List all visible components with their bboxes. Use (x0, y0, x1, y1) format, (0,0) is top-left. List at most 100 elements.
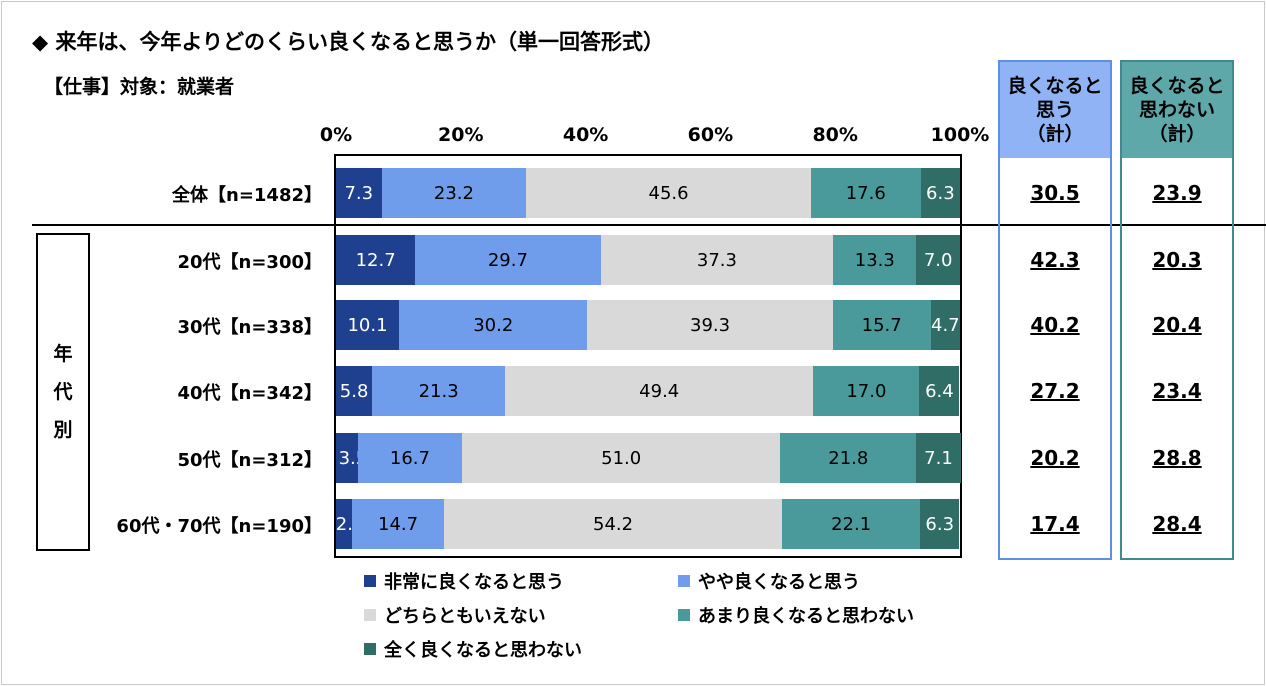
bar-segment: 49.4 (505, 366, 814, 416)
bar-segment: 54.2 (443, 499, 783, 549)
legend-swatch (364, 643, 376, 655)
category-label: 30代【n=338】 (177, 317, 322, 338)
data-label: 7.3 (344, 182, 374, 204)
bar-segment: 17.0 (813, 366, 920, 416)
legend-label: どちらともいえない (384, 606, 546, 627)
data-label: 21.8 (828, 447, 869, 469)
summary-header-line: 良くなると (1129, 75, 1225, 97)
summary-value-bad: 23.9 (1152, 181, 1202, 205)
data-label: 13.3 (854, 249, 895, 271)
bar-segment: 4.7 (930, 300, 960, 350)
data-label: 6.4 (925, 380, 954, 402)
summary-value-bad: 20.4 (1152, 313, 1202, 337)
data-label: 51.0 (601, 447, 642, 469)
data-label: 6.3 (925, 513, 955, 535)
data-label: 7.0 (923, 249, 953, 271)
bar-segment: 14.7 (352, 499, 444, 549)
summary-header-bad: 良くなると 思わない （計） (1122, 62, 1232, 158)
summary-header-line: （計） (1148, 123, 1206, 145)
summary-header-line: 思う (1035, 99, 1074, 121)
data-label: 29.7 (487, 249, 528, 271)
bar-segment: 13.3 (833, 235, 917, 285)
chart-subtitle: 【仕事】対象：就業者 (44, 76, 235, 98)
bar-segment: 6.3 (920, 168, 960, 218)
category-label: 50代【n=312】 (177, 450, 322, 471)
summary-column-bad: 良くなると 思わない （計） (1120, 60, 1234, 560)
legend-item: 全く良くなると思わない (364, 636, 582, 662)
chart-title: ◆ 来年は、今年よりどのくらい良くなると思うか（単一回答形式） (32, 30, 665, 54)
x-tick-label: 20% (438, 124, 484, 146)
summary-value-bad: 23.4 (1152, 379, 1202, 403)
age-group-label: 年 代 別 (36, 233, 90, 551)
summary-header-line: 良くなると (1007, 75, 1103, 97)
x-tick-label: 100% (930, 124, 990, 146)
data-label: 22.1 (831, 513, 872, 535)
summary-header-line: 思わない (1138, 99, 1215, 121)
data-label: 23.2 (433, 182, 474, 204)
summary-value-good: 40.2 (1030, 313, 1080, 337)
data-label: 17.0 (846, 380, 887, 402)
category-label: 全体【n=1482】 (172, 185, 322, 206)
bar-segment: 21.3 (372, 366, 506, 416)
summary-value-bad: 28.8 (1152, 446, 1202, 470)
summary-column-good: 良くなると 思う （計） (998, 60, 1112, 560)
group-label-char: 年 (53, 343, 73, 365)
legend-label: 全く良くなると思わない (384, 640, 582, 661)
data-label: 7.1 (924, 447, 953, 469)
summary-header-line: （計） (1026, 123, 1084, 145)
data-label: 14.7 (378, 513, 419, 535)
summary-value-good: 20.2 (1030, 446, 1080, 470)
bar-segment: 10.1 (336, 300, 400, 350)
separator-line (32, 224, 1266, 226)
x-tick-label: 80% (812, 124, 858, 146)
bar-segment: 3.5 (336, 433, 367, 483)
bar-segment: 22.1 (782, 499, 921, 549)
group-label-char: 代 (53, 381, 73, 403)
data-label: 5.8 (339, 380, 369, 402)
legend-swatch (678, 609, 690, 621)
data-label: 30.2 (473, 314, 514, 336)
data-label: 4.7 (931, 314, 960, 336)
legend-label: あまり良くなると思わない (698, 606, 914, 627)
bar-segment: 12.7 (336, 235, 416, 285)
summary-value-bad: 28.4 (1152, 512, 1202, 536)
legend-swatch (678, 575, 690, 587)
bar-segment: 23.2 (381, 168, 527, 218)
legend-item: あまり良くなると思わない (678, 602, 914, 628)
data-label: 6.3 (926, 182, 955, 204)
bar-segment: 51.0 (462, 433, 781, 483)
data-label: 37.3 (696, 249, 737, 271)
category-label: 20代【n=300】 (177, 252, 322, 273)
bar-segment: 7.1 (916, 433, 961, 483)
summary-value-good: 42.3 (1030, 248, 1080, 272)
bar-segment: 17.6 (810, 168, 921, 218)
data-label: 12.7 (355, 249, 396, 271)
bar-segment: 29.7 (415, 235, 601, 285)
legend-item: どちらともいえない (364, 602, 546, 628)
bar-segment: 39.3 (587, 300, 833, 350)
bar-segment: 15.7 (832, 300, 931, 350)
data-label: 17.6 (845, 182, 886, 204)
data-label: 45.6 (648, 182, 689, 204)
data-label: 15.7 (861, 314, 902, 336)
bar-segment: 37.3 (600, 235, 834, 285)
x-tick-label: 0% (319, 124, 353, 146)
bar-segment: 45.6 (526, 168, 811, 218)
legend-item: やや良くなると思う (678, 568, 860, 594)
category-label: 60代・70代【n=190】 (116, 516, 322, 537)
legend-swatch (364, 609, 376, 621)
x-tick-label: 40% (562, 124, 609, 146)
data-label: 49.4 (639, 380, 680, 402)
summary-header-good: 良くなると 思う （計） (1000, 62, 1110, 158)
summary-value-good: 30.5 (1030, 181, 1080, 205)
bar-segment: 16.7 (357, 433, 463, 483)
bar-segment: 7.3 (336, 168, 382, 218)
data-label: 21.3 (418, 380, 459, 402)
x-tick-label: 60% (687, 124, 734, 146)
group-label-char: 別 (53, 419, 73, 441)
category-label: 40代【n=342】 (177, 383, 322, 404)
legend-swatch (364, 575, 376, 587)
data-label: 10.1 (347, 314, 388, 336)
bar-segment: 6.3 (920, 499, 960, 549)
